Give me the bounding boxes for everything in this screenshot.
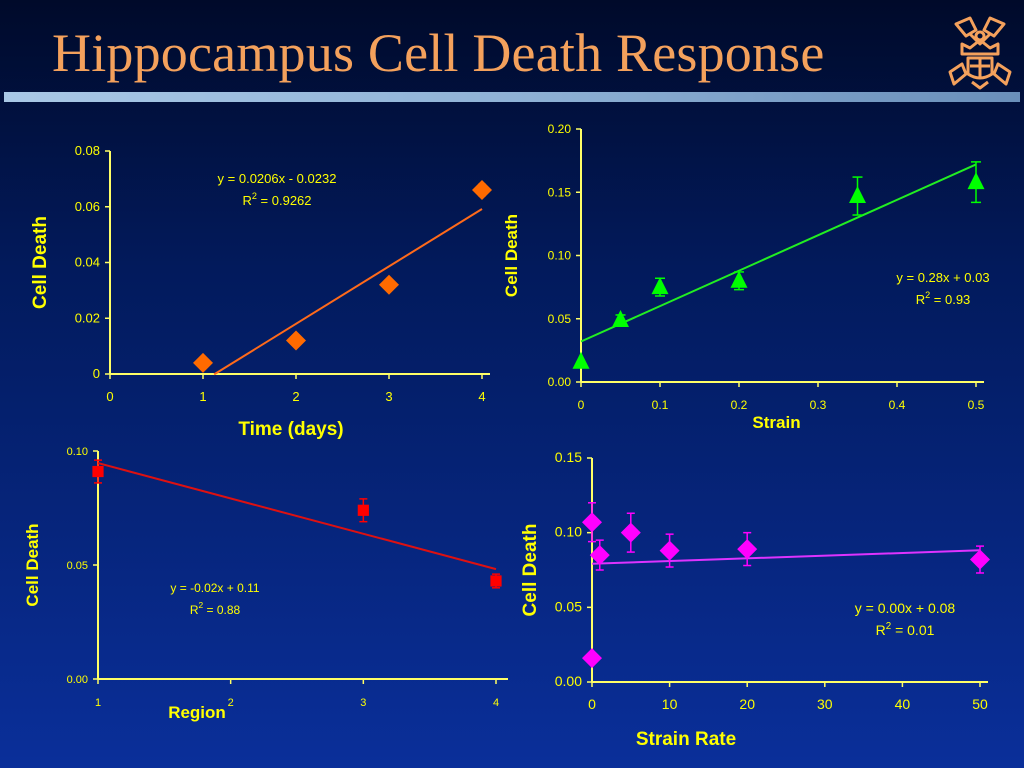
x-tick-label: 3 — [360, 697, 366, 709]
y-axis-label: Cell Death — [520, 524, 541, 617]
x-tick-label: 0.1 — [652, 398, 669, 412]
y-axis-label: Cell Death — [502, 214, 521, 297]
y-tick-label: 0.15 — [548, 185, 572, 199]
x-tick-label: 4 — [493, 697, 499, 709]
chart-time: 0 0.02 0.04 0.06 0.08 0 1 2 3 4 Time (days) Cell De… — [30, 143, 492, 440]
data-point — [193, 352, 213, 373]
data-point — [286, 330, 306, 351]
data-point — [737, 539, 758, 560]
r-squared-label: R2 = 0.88 — [190, 600, 241, 617]
y-tick-label: 0.06 — [75, 199, 100, 214]
y-tick-label: 0.05 — [548, 312, 572, 326]
data-point — [472, 180, 492, 201]
data-point — [612, 310, 629, 328]
y-tick-label: 0.20 — [548, 122, 572, 136]
y-axis-label: Cell Death — [30, 216, 51, 309]
x-tick-label: 0.5 — [968, 398, 985, 412]
chart-strain: 0.00 0.05 0.10 0.15 0.20 0 0.1 0.2 0.3 0.4 0.5 Stra… — [502, 122, 990, 432]
x-tick-label: 3 — [385, 389, 392, 404]
equation-label: y = -0.02x + 0.11 — [170, 581, 259, 595]
data-point — [92, 465, 104, 478]
y-tick-label: 0.04 — [75, 255, 100, 270]
y-tick-label: 0.15 — [555, 449, 582, 465]
data-point — [582, 512, 602, 533]
y-tick-label: 0.08 — [75, 143, 100, 158]
chart-region: 0.00 0.05 0.10 1 2 3 4 Region Cell Death y = -0.0… — [23, 446, 508, 722]
r-squared-label: R2 = 0.93 — [916, 290, 971, 307]
y-tick-label: 0.05 — [67, 560, 88, 572]
data-point — [357, 504, 369, 516]
x-tick-label: 0.2 — [731, 398, 748, 412]
x-tick-label: 0.3 — [810, 398, 827, 412]
data-point — [572, 351, 590, 369]
data-point — [849, 186, 866, 204]
y-tick-label: 0.05 — [555, 598, 582, 614]
y-tick-label: 0.00 — [555, 673, 582, 689]
y-tick-label: 0 — [93, 366, 100, 381]
y-tick-label: 0.10 — [548, 249, 572, 263]
x-axis-label: Strain — [752, 413, 800, 432]
x-tick-label: 2 — [228, 697, 234, 709]
x-tick-label: 2 — [292, 389, 299, 404]
x-tick-label: 50 — [972, 696, 988, 712]
trendline — [591, 549, 981, 565]
data-point — [730, 270, 748, 288]
data-point — [379, 274, 399, 295]
x-axis-label: Strain Rate — [636, 729, 736, 750]
x-tick-label: 0 — [106, 389, 113, 404]
x-tick-label: 0 — [588, 696, 596, 712]
x-tick-label: 30 — [817, 696, 833, 712]
x-axis-label: Region — [168, 703, 226, 722]
y-tick-label: 0.10 — [67, 446, 88, 458]
equation-label: y = 0.28x + 0.03 — [896, 270, 989, 285]
equation-label: y = 0.0206x - 0.0232 — [218, 171, 337, 186]
r-squared-label: R2 = 0.01 — [876, 621, 935, 638]
equation-label: y = 0.00x + 0.08 — [855, 600, 956, 616]
data-point — [582, 648, 602, 669]
y-axis-label: Cell Death — [23, 523, 42, 606]
y-tick-label: 0.00 — [548, 375, 572, 389]
x-tick-label: 0 — [578, 398, 585, 412]
data-point — [620, 522, 641, 543]
slide-title: Hippocampus Cell Death Response — [52, 23, 825, 83]
data-point — [490, 575, 502, 587]
x-tick-label: 20 — [739, 696, 755, 712]
x-axis-label: Time (days) — [238, 419, 343, 440]
y-tick-label: 0.10 — [555, 524, 582, 540]
data-point — [970, 549, 990, 570]
x-tick-label: 4 — [478, 389, 485, 404]
data-point — [589, 545, 610, 566]
y-tick-label: 0.00 — [67, 674, 88, 686]
x-tick-label: 1 — [199, 389, 206, 404]
trendline — [213, 208, 483, 376]
chart-strainrate: 0.00 0.05 0.10 0.15 0 10 20 30 40 50 Strain Rate Ce… — [520, 449, 990, 750]
r-squared-label: R2 = 0.9262 — [242, 191, 311, 208]
y-tick-label: 0.02 — [75, 310, 100, 325]
crest-crown-icon — [948, 16, 1012, 90]
x-tick-label: 40 — [895, 696, 911, 712]
data-point — [967, 172, 985, 190]
x-tick-label: 0.4 — [889, 398, 906, 412]
data-point — [651, 277, 669, 295]
trendline — [97, 462, 497, 571]
data-point — [659, 540, 680, 561]
trendline — [580, 163, 977, 343]
x-tick-label: 1 — [95, 697, 101, 709]
title-divider-bar — [4, 92, 1020, 102]
x-tick-label: 10 — [662, 696, 678, 712]
